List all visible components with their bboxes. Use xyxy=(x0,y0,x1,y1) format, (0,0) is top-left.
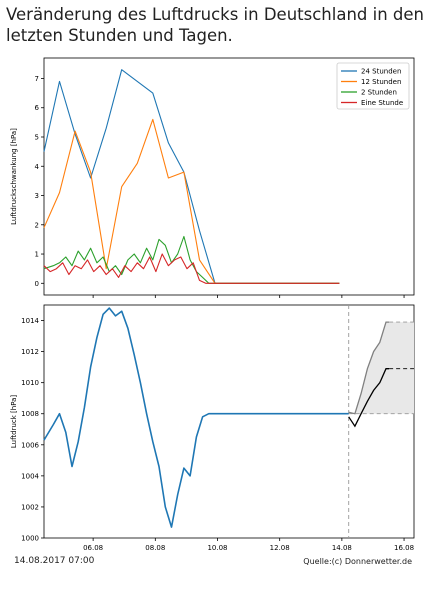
legend-label-s2: 2 Stunden xyxy=(361,89,397,97)
forecast-upper-line xyxy=(348,321,390,415)
fluctuation-panel: 0 1 2 3 4 5 6 7 Luftdruckschwankung [hPa] 24 Stun… xyxy=(10,57,415,298)
pressure-y-axis-label: Luftdruck [hPa] xyxy=(10,395,18,449)
fluct-y-tick-label: 4 xyxy=(35,163,40,171)
fluct-y-tick-label: 3 xyxy=(35,192,39,200)
fluct-y-tick-label: 0 xyxy=(35,280,39,288)
footer-date: 14.08.2017 07:00 xyxy=(14,556,95,566)
page-title: Veränderung des Luftdrucks in Deutschlan… xyxy=(6,5,424,45)
pressure-x-tick-label: 12.08 xyxy=(270,544,290,552)
fluct-y-tick-label: 6 xyxy=(35,104,40,112)
pressure-panel: 1000 1002 1004 1006 1008 1010 1012 1014 06.08 08.… xyxy=(10,304,415,552)
pressure-y-tick-label: 1002 xyxy=(21,503,39,511)
pressure-line xyxy=(43,307,349,528)
pressure-x-tick-label: 16.08 xyxy=(394,544,414,552)
fluct-y-tick-label: 5 xyxy=(35,134,39,142)
legend-box xyxy=(336,62,410,110)
footer-source: Quelle:(c) Donnerwetter.de xyxy=(303,557,412,566)
series-line-s24 xyxy=(43,69,340,284)
legend-label-s12: 12 Stunden xyxy=(361,78,401,86)
legend-label-s24: 24 Stunden xyxy=(361,68,401,76)
pressure-plot-frame xyxy=(43,304,415,539)
pressure-x-tick-label: 08.08 xyxy=(145,544,165,552)
fluct-y-axis-label: Luftdruckschwankung [hPa] xyxy=(10,128,18,225)
forecast-band xyxy=(348,322,414,414)
series-line-s12 xyxy=(43,118,340,284)
legend-label-s1: Eine Stunde xyxy=(361,99,403,107)
pressure-y-tick-label: 1000 xyxy=(21,535,39,543)
forecast-mid-line xyxy=(348,368,390,428)
pressure-x-tick-label: 14.08 xyxy=(332,544,352,552)
series-line-s1 xyxy=(43,253,340,284)
pressure-x-tick-label: 10.08 xyxy=(207,544,227,552)
pressure-y-tick-label: 1010 xyxy=(21,379,39,387)
fluct-y-tick-label: 7 xyxy=(35,75,39,83)
fluct-y-tick-label: 1 xyxy=(35,251,39,259)
pressure-y-tick-label: 1014 xyxy=(21,317,39,325)
fluct-y-tick-label: 2 xyxy=(35,221,39,229)
pressure-y-tick-label: 1004 xyxy=(21,472,39,480)
pressure-y-tick-label: 1012 xyxy=(21,348,39,356)
pressure-y-tick-label: 1008 xyxy=(21,410,39,418)
pressure-y-tick-label: 1006 xyxy=(21,441,39,449)
pressure-x-tick-label: 06.08 xyxy=(83,544,103,552)
